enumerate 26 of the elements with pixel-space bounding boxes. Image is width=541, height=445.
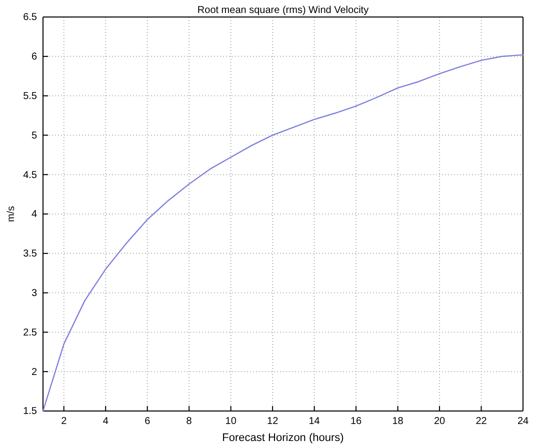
x-tick-label: 22 (476, 416, 488, 428)
x-tick-label: 14 (308, 416, 320, 428)
y-tick-label: 6.5 (23, 12, 38, 24)
x-tick-label: 8 (186, 416, 192, 428)
y-tick-label: 3 (31, 288, 38, 299)
y-tick-label: 5 (31, 130, 38, 142)
x-tick-label: 18 (392, 416, 404, 428)
x-tick-label: 16 (350, 416, 362, 428)
y-axis-title: m/s (6, 206, 17, 222)
x-tick-label: 2 (61, 416, 68, 428)
x-axis-title: Forecast Horizon (hours) (222, 432, 344, 444)
y-tick-label: 3.5 (23, 248, 38, 260)
x-tick-label: 4 (102, 416, 109, 428)
chart-title: Root mean square (rms) Wind Velocity (197, 5, 369, 16)
x-tick-label: 12 (267, 416, 279, 428)
y-tick-label: 4 (31, 209, 38, 220)
y-tick-label: 1.5 (23, 406, 38, 418)
y-tick-label: 5.5 (23, 91, 38, 102)
x-tick-label: 6 (144, 416, 151, 428)
y-tick-label: 4.5 (23, 170, 38, 181)
y-tick-label: 2.5 (23, 327, 38, 338)
y-tick-label: 6 (31, 52, 38, 63)
y-tick-label: 2 (31, 366, 38, 378)
x-tick-label: 24 (517, 416, 529, 428)
x-tick-label: 20 (434, 416, 446, 428)
x-tick-label: 10 (225, 416, 237, 428)
